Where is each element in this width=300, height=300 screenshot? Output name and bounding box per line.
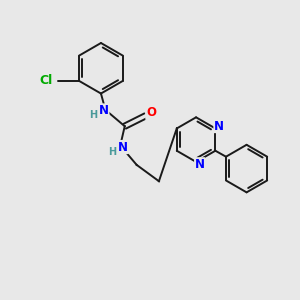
Text: O: O bbox=[146, 106, 156, 119]
Text: Cl: Cl bbox=[40, 74, 53, 87]
Text: H: H bbox=[89, 110, 97, 120]
Text: H: H bbox=[108, 147, 116, 157]
Text: N: N bbox=[214, 120, 224, 133]
Text: N: N bbox=[195, 158, 205, 171]
Text: N: N bbox=[99, 104, 109, 117]
Text: N: N bbox=[118, 140, 128, 154]
